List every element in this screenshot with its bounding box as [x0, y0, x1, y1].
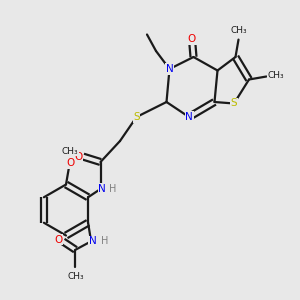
Text: H: H: [110, 184, 117, 194]
Text: O: O: [74, 152, 83, 162]
Text: O: O: [66, 158, 74, 168]
Text: O: O: [54, 235, 62, 244]
Text: H: H: [100, 236, 108, 246]
Text: S: S: [133, 112, 140, 122]
Text: CH₃: CH₃: [62, 147, 79, 156]
Text: CH₃: CH₃: [268, 71, 284, 80]
Text: N: N: [98, 184, 106, 194]
Text: O: O: [188, 34, 196, 44]
Text: CH₃: CH₃: [67, 272, 84, 281]
Text: N: N: [185, 112, 193, 122]
Text: S: S: [231, 98, 237, 109]
Text: N: N: [89, 236, 97, 246]
Text: CH₃: CH₃: [230, 27, 247, 36]
Text: N: N: [166, 64, 173, 74]
Text: CH₃: CH₃: [231, 26, 248, 35]
